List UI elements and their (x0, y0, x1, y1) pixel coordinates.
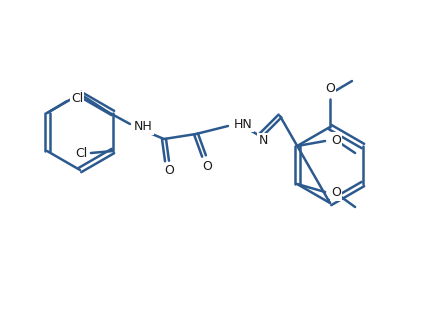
Text: N: N (258, 135, 268, 148)
Text: O: O (331, 187, 341, 200)
Text: O: O (202, 160, 212, 172)
Text: O: O (164, 165, 174, 178)
Text: O: O (325, 82, 335, 95)
Text: HN: HN (234, 117, 253, 131)
Text: Cl: Cl (71, 92, 83, 105)
Text: O: O (331, 134, 341, 147)
Text: Cl: Cl (75, 147, 87, 160)
Text: NH: NH (134, 121, 153, 134)
